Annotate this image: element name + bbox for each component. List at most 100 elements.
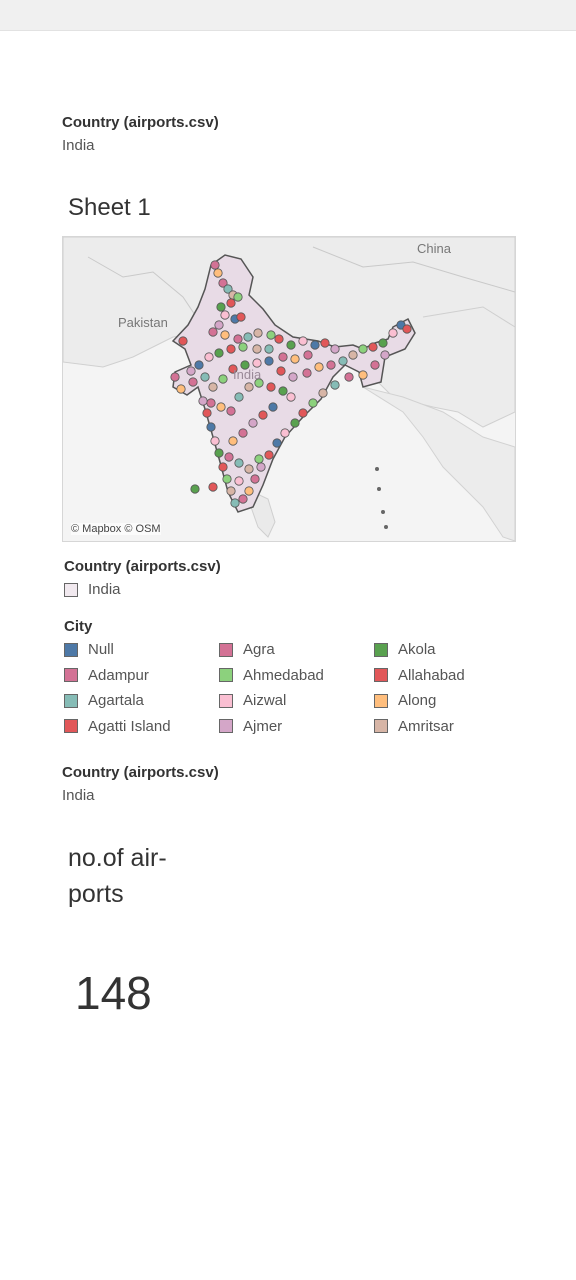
airport-marker[interactable] (303, 350, 313, 360)
airport-marker[interactable] (244, 382, 254, 392)
city-legend-item[interactable]: Along (374, 691, 524, 711)
airport-marker[interactable] (253, 328, 263, 338)
airport-marker[interactable] (326, 360, 336, 370)
airport-marker[interactable] (243, 332, 253, 342)
airport-marker[interactable] (248, 418, 258, 428)
airport-marker[interactable] (264, 356, 274, 366)
airport-marker[interactable] (278, 352, 288, 362)
airport-marker[interactable] (276, 366, 286, 376)
airport-marker[interactable] (256, 462, 266, 472)
airport-marker[interactable] (208, 382, 218, 392)
airport-marker[interactable] (254, 454, 264, 464)
airport-marker[interactable] (214, 320, 224, 330)
airport-marker[interactable] (298, 408, 308, 418)
airport-marker[interactable] (178, 336, 188, 346)
airport-marker[interactable] (278, 386, 288, 396)
airport-marker[interactable] (220, 330, 230, 340)
country-filter-top[interactable]: Country (airports.csv) India (62, 114, 219, 154)
airport-marker[interactable] (264, 344, 274, 354)
country-filter-bottom[interactable]: Country (airports.csv) India (62, 764, 219, 804)
airport-marker[interactable] (264, 450, 274, 460)
airport-marker[interactable] (218, 278, 228, 288)
airport-marker[interactable] (206, 422, 216, 432)
airport-marker[interactable] (240, 360, 250, 370)
airport-marker[interactable] (208, 327, 218, 337)
airport-marker[interactable] (234, 392, 244, 402)
airport-marker[interactable] (198, 396, 208, 406)
airport-marker[interactable] (233, 334, 243, 344)
airport-markers[interactable] (170, 260, 412, 508)
airport-marker[interactable] (254, 378, 264, 388)
airport-marker[interactable] (170, 372, 180, 382)
airport-marker[interactable] (210, 436, 220, 446)
airport-marker[interactable] (320, 338, 330, 348)
airport-marker[interactable] (348, 350, 358, 360)
airport-marker[interactable] (222, 474, 232, 484)
airport-marker[interactable] (230, 498, 240, 508)
airport-marker[interactable] (213, 268, 223, 278)
airport-marker[interactable] (330, 344, 340, 354)
airport-marker[interactable] (388, 328, 398, 338)
airport-marker[interactable] (286, 340, 296, 350)
city-legend-item[interactable]: Agartala (64, 691, 219, 711)
airport-marker[interactable] (218, 374, 228, 384)
airport-marker[interactable] (244, 486, 254, 496)
airport-marker[interactable] (224, 452, 234, 462)
city-legend-item[interactable]: Amritsar (374, 717, 524, 737)
airport-marker[interactable] (338, 356, 348, 366)
airport-marker[interactable] (370, 360, 380, 370)
city-legend-item[interactable]: Ajmer (219, 717, 374, 737)
airport-marker[interactable] (358, 344, 368, 354)
airport-marker[interactable] (200, 372, 210, 382)
airport-marker[interactable] (226, 344, 236, 354)
airport-marker[interactable] (290, 418, 300, 428)
airport-marker[interactable] (190, 484, 200, 494)
airport-marker[interactable] (204, 352, 214, 362)
airport-marker[interactable] (234, 476, 244, 486)
airport-marker[interactable] (202, 408, 212, 418)
airport-marker[interactable] (226, 406, 236, 416)
map-credit[interactable]: © Mapbox © OSM (71, 523, 161, 535)
airport-marker[interactable] (290, 354, 300, 364)
city-legend-item[interactable]: Null (64, 640, 219, 660)
airport-marker[interactable] (358, 370, 368, 380)
country-filter-value[interactable]: India (62, 137, 95, 154)
airport-marker[interactable] (188, 377, 198, 387)
airport-marker[interactable] (176, 384, 186, 394)
airport-marker[interactable] (288, 372, 298, 382)
airport-marker[interactable] (206, 398, 216, 408)
city-legend-item[interactable]: Agra (219, 640, 374, 660)
airport-marker[interactable] (228, 436, 238, 446)
airport-marker[interactable] (266, 330, 276, 340)
airport-marker[interactable] (268, 402, 278, 412)
airport-marker[interactable] (258, 410, 268, 420)
airport-marker[interactable] (216, 402, 226, 412)
airport-marker[interactable] (302, 368, 312, 378)
airport-marker[interactable] (272, 438, 282, 448)
airport-marker[interactable] (274, 334, 284, 344)
airport-marker[interactable] (234, 458, 244, 468)
airport-marker[interactable] (218, 462, 228, 472)
city-legend-item[interactable]: Agatti Island (64, 717, 219, 737)
airport-marker[interactable] (308, 398, 318, 408)
airport-marker[interactable] (194, 360, 204, 370)
airport-marker[interactable] (344, 372, 354, 382)
city-legend-item[interactable]: Allahabad (374, 666, 524, 686)
airport-marker[interactable] (226, 486, 236, 496)
airport-marker[interactable] (252, 358, 262, 368)
airport-marker[interactable] (314, 362, 324, 372)
airport-marker[interactable] (244, 464, 254, 474)
airport-marker[interactable] (368, 342, 378, 352)
airport-marker[interactable] (214, 348, 224, 358)
airport-marker[interactable] (250, 474, 260, 484)
airport-marker[interactable] (378, 338, 388, 348)
airport-marker[interactable] (238, 342, 248, 352)
airport-marker[interactable] (380, 350, 390, 360)
airport-marker[interactable] (318, 388, 328, 398)
airport-marker[interactable] (228, 364, 238, 374)
country-filter-value-bottom[interactable]: India (62, 787, 95, 804)
airport-marker[interactable] (223, 284, 233, 294)
city-legend-item[interactable]: Adampur (64, 666, 219, 686)
airport-marker[interactable] (216, 302, 226, 312)
airport-marker[interactable] (266, 382, 276, 392)
